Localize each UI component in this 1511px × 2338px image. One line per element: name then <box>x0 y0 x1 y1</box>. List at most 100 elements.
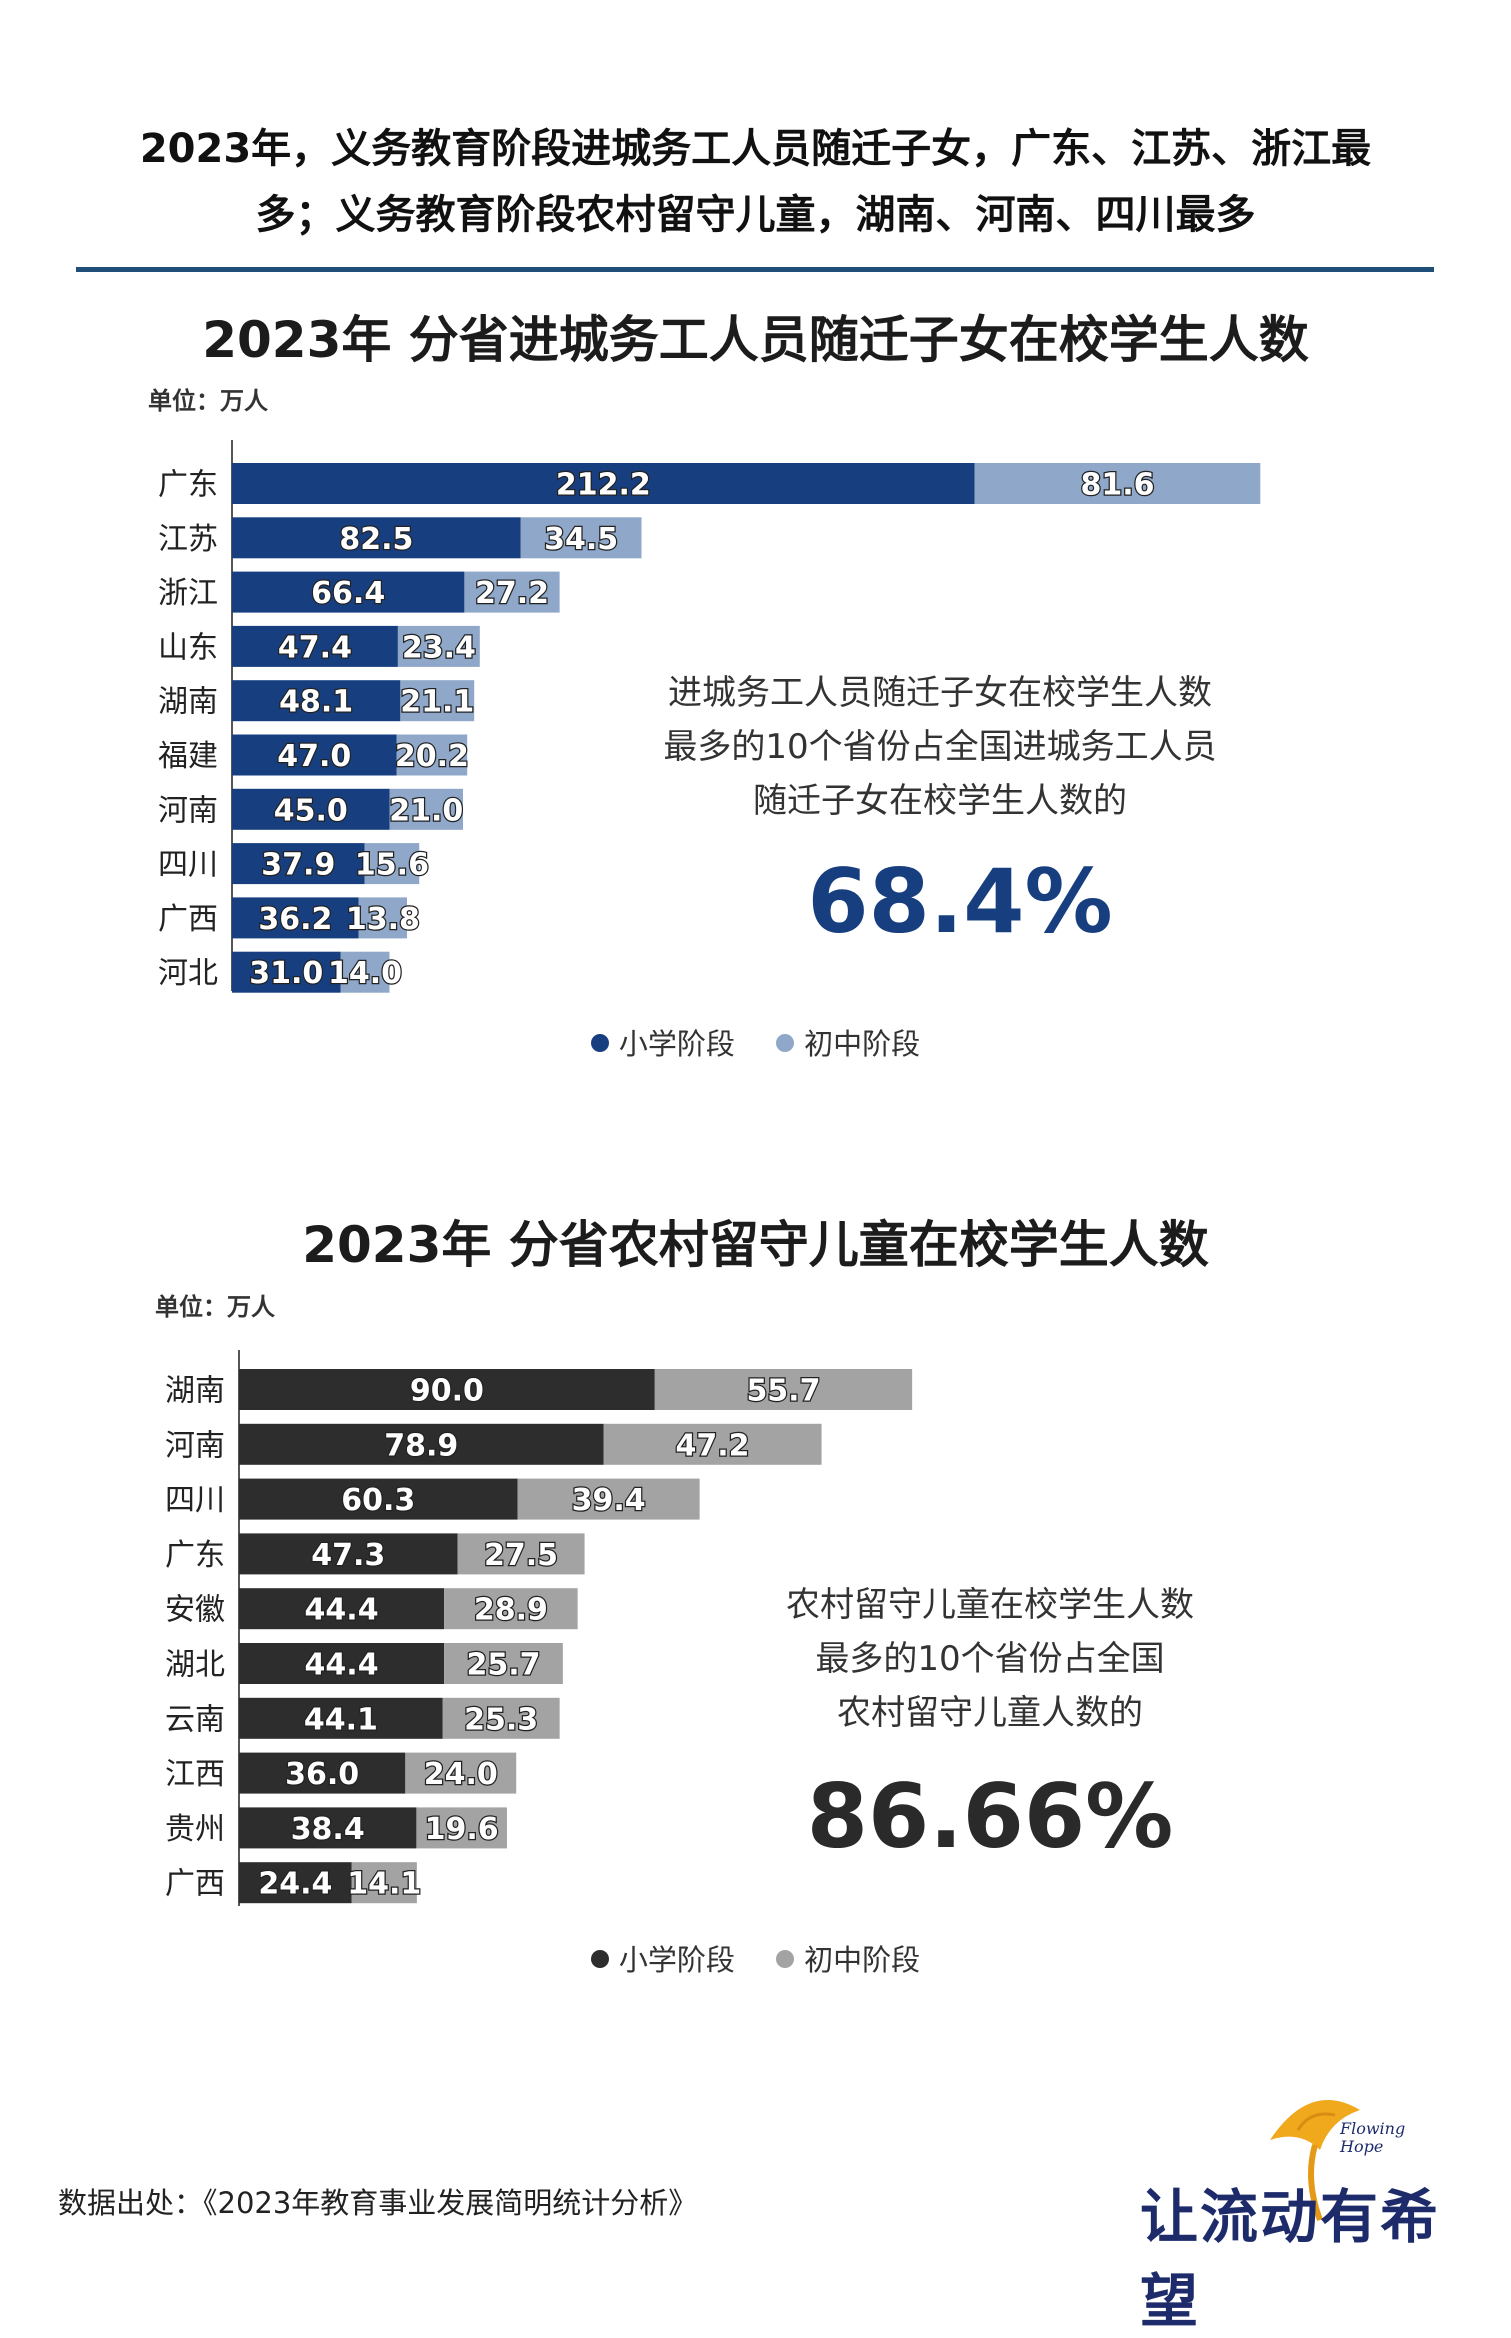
chart1-bar-junior <box>974 463 1261 504</box>
chart2-bar-primary <box>239 1862 352 1904</box>
chart1-data-label: 21.0 <box>389 793 463 828</box>
chart2-category-label: 云南 <box>165 1702 225 1737</box>
chart1-callout-line-3: 随迁子女在校学生人数的 <box>753 781 1127 821</box>
chart2-legend-primary-label: 小学阶段 <box>618 1943 735 1977</box>
chart2-legend-junior-dot <box>776 1950 795 1968</box>
chart1-legend-primary-label: 小学阶段 <box>618 1027 735 1061</box>
headline-line-2: 多；义务教育阶段农村留守儿童，湖南、河南、四川最多 <box>255 192 1256 238</box>
chart1-data-label: 14.0 <box>328 956 402 991</box>
chart1-category-label: 广东 <box>158 468 218 503</box>
chart2-data-label: 55.7 <box>746 1374 820 1409</box>
chart1-category-label: 山东 <box>158 630 218 665</box>
ginkgo-icon <box>1270 2100 1360 2222</box>
chart1-data-label: 66.4 <box>311 576 385 611</box>
chart1-bar-primary <box>232 897 359 939</box>
chart1-category-label: 河南 <box>158 793 218 828</box>
chart2-bar-primary <box>239 1423 604 1465</box>
chart2-data-label: 47.3 <box>311 1538 385 1573</box>
chart1-bar-primary <box>232 734 397 776</box>
chart2-category-label: 贵州 <box>165 1812 225 1847</box>
chart1-bar-junior <box>464 571 560 613</box>
chart1-legend-primary: 小学阶段 <box>590 1027 735 1061</box>
chart2-bar-primary <box>239 1533 458 1575</box>
chart2-data-label: 25.3 <box>464 1702 538 1737</box>
chart2-data-label: 39.4 <box>572 1483 646 1518</box>
chart1-legend-junior-label: 初中阶段 <box>804 1027 921 1061</box>
chart2-data-label: 25.7 <box>466 1648 540 1683</box>
chart2-bar-junior <box>603 1423 822 1465</box>
chart2-category-label: 四川 <box>165 1483 225 1518</box>
chart2-category-label: 河南 <box>165 1428 225 1463</box>
logo-tagline: Flowing Hope <box>1340 2120 1405 2156</box>
chart1-legend-junior-dot <box>776 1034 795 1052</box>
brand-logo: Flowing Hope 让流动有希望 <box>1130 2070 1490 2335</box>
chart2-data-label: 24.0 <box>424 1757 498 1792</box>
chart2-legend-junior-label: 初中阶段 <box>804 1943 921 1977</box>
chart2-bar-primary <box>239 1369 655 1410</box>
chart2-callout-line-3: 农村留守儿童人数的 <box>837 1693 1143 1733</box>
chart1-bar-junior <box>358 897 407 939</box>
chart1-data-label: 34.5 <box>544 522 618 557</box>
chart2-title: 2023年 分省农村留守儿童在校学生人数 <box>302 1216 1209 1274</box>
chart2-legend-junior: 初中阶段 <box>776 1943 920 1977</box>
chart2-legend: 小学阶段 初中阶段 <box>0 1937 1511 1979</box>
chart1-bar-primary <box>232 625 398 667</box>
chart1-data-label: 82.5 <box>339 522 413 557</box>
chart2-data-label: 27.5 <box>484 1538 558 1573</box>
chart2-category-label: 湖南 <box>165 1374 225 1409</box>
chart1-bar-primary <box>232 951 341 993</box>
chart2-data-label: 60.3 <box>341 1483 415 1518</box>
chart2-category-label: 广东 <box>165 1538 225 1573</box>
chart1-bar-primary <box>232 788 390 830</box>
chart1-data-label: 37.9 <box>261 848 335 883</box>
chart2-data-label: 44.1 <box>304 1702 378 1737</box>
chart1-data-label: 36.2 <box>258 902 332 937</box>
chart2-bar-junior <box>442 1697 560 1739</box>
chart2-data-label: 47.2 <box>676 1428 750 1463</box>
chart1-bar-primary <box>232 571 465 613</box>
chart2-category-label: 安徽 <box>165 1593 225 1628</box>
chart2-category-label: 湖北 <box>165 1648 225 1683</box>
chart1-data-label: 13.8 <box>346 902 420 937</box>
chart1-bar-junior <box>340 951 390 993</box>
headline-line-1: 2023年，义务教育阶段进城务工人员随迁子女，广东、江苏、浙江最 <box>139 126 1372 172</box>
chart2-data-label: 24.4 <box>258 1867 332 1902</box>
chart1-bar-junior <box>389 788 463 830</box>
headline: 2023年，义务教育阶段进城务工人员随迁子女，广东、江苏、浙江最 多；义务教育阶… <box>70 116 1441 248</box>
chart1-category-label: 浙江 <box>158 576 218 611</box>
chart1-data-label: 27.2 <box>475 576 549 611</box>
chart2-bar-junior <box>444 1643 563 1684</box>
chart1-bar-primary <box>232 463 975 504</box>
chart2-callout-line-1: 农村留守儿童在校学生人数 <box>786 1585 1194 1625</box>
chart1-category-label: 广西 <box>158 902 218 937</box>
chart1-category-label: 湖南 <box>158 685 218 720</box>
chart2-data-label: 28.9 <box>474 1593 548 1628</box>
chart2-bar-primary <box>239 1807 417 1849</box>
chart1-data-label: 15.6 <box>355 848 429 883</box>
chart1-data-label: 21.1 <box>400 685 474 720</box>
chart1-legend-primary-dot <box>590 1034 609 1052</box>
chart1-bar-junior <box>400 680 475 722</box>
chart1-legend-junior: 初中阶段 <box>776 1027 920 1061</box>
chart1-data-label: 31.0 <box>249 956 323 991</box>
chart2-bar-primary <box>239 1752 406 1794</box>
chart1-data-label: 23.4 <box>402 630 476 665</box>
chart1-data-label: 20.2 <box>395 739 469 774</box>
chart2-category-label: 广西 <box>165 1867 225 1902</box>
chart2-plot: 湖南 90.0 55.7 河南 78.9 47.2 四川 60.3 39.4 广东 47.3 27.5… <box>165 1350 913 1906</box>
chart1-category-label: 河北 <box>158 956 218 991</box>
chart1-category-label: 江苏 <box>158 522 218 557</box>
chart2-bar-primary <box>239 1478 518 1520</box>
chart2-data-label: 78.9 <box>384 1428 458 1463</box>
chart1-bar-junior <box>520 517 642 559</box>
chart2-callout: 农村留守儿童在校学生人数 最多的10个省份占全国 农村留守儿童人数的 <box>640 1578 1340 1740</box>
chart1-callout-line-1: 进城务工人员随迁子女在校学生人数 <box>668 673 1212 713</box>
chart1-callout: 进城务工人员随迁子女在校学生人数 最多的10个省份占全国进城务工人员 随迁子女在… <box>590 666 1290 828</box>
chart1-data-label: 45.0 <box>274 793 348 828</box>
chart1-callout-value: 68.4% <box>807 850 1113 953</box>
logo-tagline-2: Hope <box>1340 2137 1384 2156</box>
chart1-bar-junior <box>396 734 468 776</box>
data-source: 数据出处：《2023年教育事业发展简明统计分析》 <box>58 2186 698 2220</box>
chart2-callout-value: 86.66% <box>806 1765 1174 1868</box>
chart2-bar-primary <box>239 1697 443 1739</box>
